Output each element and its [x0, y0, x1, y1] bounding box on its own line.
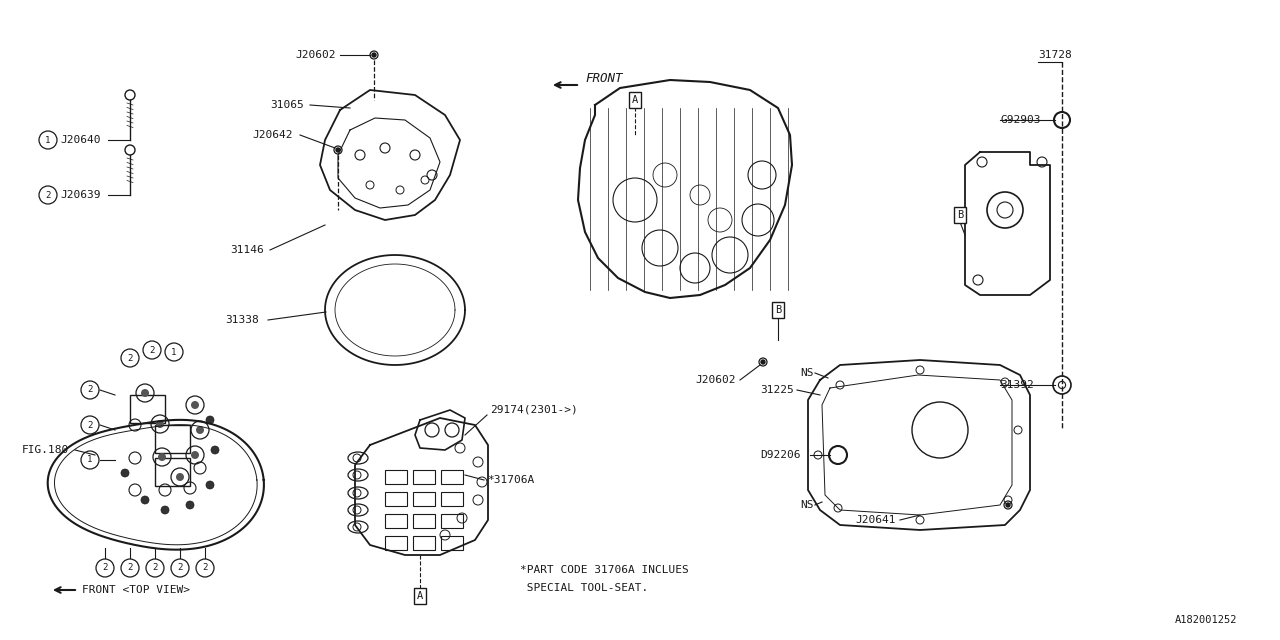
Bar [442, 514, 463, 528]
Circle shape [372, 53, 376, 57]
Text: 2: 2 [45, 191, 51, 200]
Circle shape [337, 148, 340, 152]
Bar [131, 395, 165, 423]
Circle shape [206, 416, 214, 424]
Circle shape [1006, 503, 1010, 507]
Text: 31146: 31146 [230, 245, 264, 255]
Circle shape [206, 481, 214, 489]
Bar [413, 492, 435, 506]
Text: A182001252: A182001252 [1175, 615, 1238, 625]
Text: J20642: J20642 [252, 130, 293, 140]
Bar [155, 425, 189, 453]
Circle shape [141, 389, 148, 397]
Text: NS: NS [800, 368, 814, 378]
Text: 2: 2 [178, 563, 183, 573]
Text: 2: 2 [127, 563, 133, 573]
Bar [385, 492, 407, 506]
Bar [385, 514, 407, 528]
Bar [442, 470, 463, 484]
Text: 2: 2 [152, 563, 157, 573]
Bar [385, 536, 407, 550]
Text: FIG.180: FIG.180 [22, 445, 69, 455]
Text: J20641: J20641 [855, 515, 896, 525]
Text: 2: 2 [127, 353, 133, 362]
Text: 1: 1 [87, 456, 92, 465]
Circle shape [191, 401, 198, 409]
Bar [413, 514, 435, 528]
Text: 2: 2 [150, 346, 155, 355]
Text: 29174(2301->): 29174(2301->) [490, 405, 577, 415]
Circle shape [186, 501, 195, 509]
Text: D92206: D92206 [760, 450, 800, 460]
Circle shape [156, 420, 164, 428]
Circle shape [161, 506, 169, 514]
Text: A: A [417, 591, 424, 601]
Bar [155, 458, 189, 486]
Text: *31706A: *31706A [486, 475, 534, 485]
Text: 2: 2 [87, 420, 92, 429]
Circle shape [157, 453, 166, 461]
Text: 2: 2 [87, 385, 92, 394]
Text: B: B [957, 210, 963, 220]
Text: 1: 1 [172, 348, 177, 356]
Text: FRONT <TOP VIEW>: FRONT <TOP VIEW> [82, 585, 189, 595]
Circle shape [122, 469, 129, 477]
Circle shape [211, 446, 219, 454]
Bar [442, 536, 463, 550]
Text: 31338: 31338 [225, 315, 259, 325]
Circle shape [141, 496, 148, 504]
Text: B: B [774, 305, 781, 315]
Bar [385, 470, 407, 484]
Text: J20639: J20639 [60, 190, 101, 200]
Text: 2: 2 [102, 563, 108, 573]
Text: 31225: 31225 [760, 385, 794, 395]
Circle shape [196, 426, 204, 434]
Text: 31728: 31728 [1038, 50, 1071, 60]
Text: J20602: J20602 [294, 50, 335, 60]
Text: A: A [632, 95, 639, 105]
Text: 31065: 31065 [270, 100, 303, 110]
Text: G92903: G92903 [1000, 115, 1041, 125]
Text: NS: NS [800, 500, 814, 510]
Text: 1: 1 [45, 136, 51, 145]
Bar [413, 536, 435, 550]
Text: J20602: J20602 [695, 375, 736, 385]
Bar [442, 492, 463, 506]
Text: 2: 2 [202, 563, 207, 573]
Text: 31392: 31392 [1000, 380, 1034, 390]
Text: J20640: J20640 [60, 135, 101, 145]
Text: SPECIAL TOOL-SEAT.: SPECIAL TOOL-SEAT. [520, 583, 648, 593]
Bar [413, 470, 435, 484]
Circle shape [762, 360, 765, 364]
Text: *PART CODE 31706A INCLUES: *PART CODE 31706A INCLUES [520, 565, 689, 575]
Circle shape [191, 451, 198, 459]
Text: FRONT: FRONT [585, 72, 622, 84]
Circle shape [177, 473, 184, 481]
